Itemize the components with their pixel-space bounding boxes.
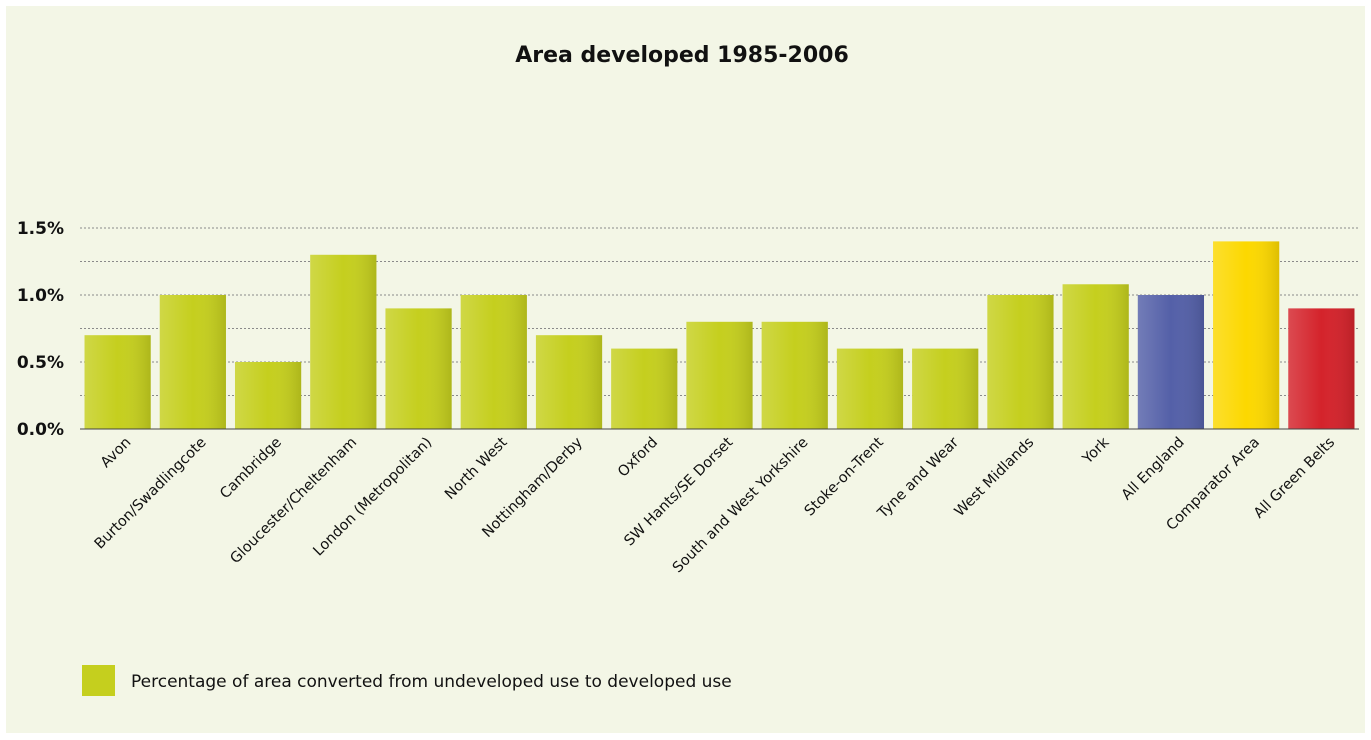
bar-shade — [611, 348, 678, 429]
bar-shade — [460, 295, 527, 429]
legend-swatch — [82, 665, 115, 696]
chart-panel: Area developed 1985-2006 0.0% 0.5% 1.0% 1.5… — [6, 6, 1365, 733]
bars — [84, 241, 1355, 429]
bar-shade — [310, 254, 377, 429]
bar-shade — [385, 308, 452, 429]
bar-shade — [1137, 295, 1205, 429]
x-tick-label: Stoke-on-Trent — [802, 434, 887, 519]
y-tick-label: 1.0% — [17, 286, 64, 306]
x-tick-label: All England — [1119, 435, 1188, 504]
y-tick-label: 0.5% — [17, 353, 64, 373]
legend: Percentage of area converted from undeve… — [82, 665, 732, 696]
x-tick-label: Tyne and Wear — [874, 434, 962, 522]
x-tick-label: Gloucester/Cheltenham — [228, 435, 361, 568]
x-tick-label: North West — [442, 434, 511, 503]
bar-shade — [159, 295, 226, 429]
bar-shade — [836, 348, 904, 429]
bar-shade — [761, 321, 828, 429]
bar-shade — [535, 335, 603, 429]
y-axis-ticks: 0.0% 0.5% 1.0% 1.5% — [17, 219, 64, 440]
chart-title: Area developed 1985-2006 — [515, 43, 849, 68]
bar-shade — [1062, 284, 1129, 429]
x-tick-label: Cambridge — [217, 434, 285, 502]
x-tick-label: Oxford — [615, 435, 661, 481]
x-tick-label: West Midlands — [952, 435, 1037, 520]
y-tick-label: 1.5% — [17, 219, 64, 239]
bar-shade — [1288, 308, 1355, 429]
x-tick-label: Avon — [98, 435, 135, 472]
bar-shade — [686, 321, 753, 429]
x-tick-label: All Green Belts — [1251, 435, 1338, 522]
bar-chart: Area developed 1985-2006 0.0% 0.5% 1.0% 1.5… — [17, 43, 1359, 696]
y-tick-label: 0.0% — [17, 420, 64, 440]
bar-shade — [912, 348, 979, 429]
bar-shade — [1213, 241, 1280, 429]
x-tick-label: York — [1079, 434, 1113, 468]
legend-label: Percentage of area converted from undeve… — [131, 672, 732, 692]
x-tick-label: South and West Yorkshire — [670, 434, 812, 576]
bar-shade — [987, 295, 1054, 429]
bar-shade — [234, 362, 302, 429]
bar-shade — [84, 335, 151, 429]
